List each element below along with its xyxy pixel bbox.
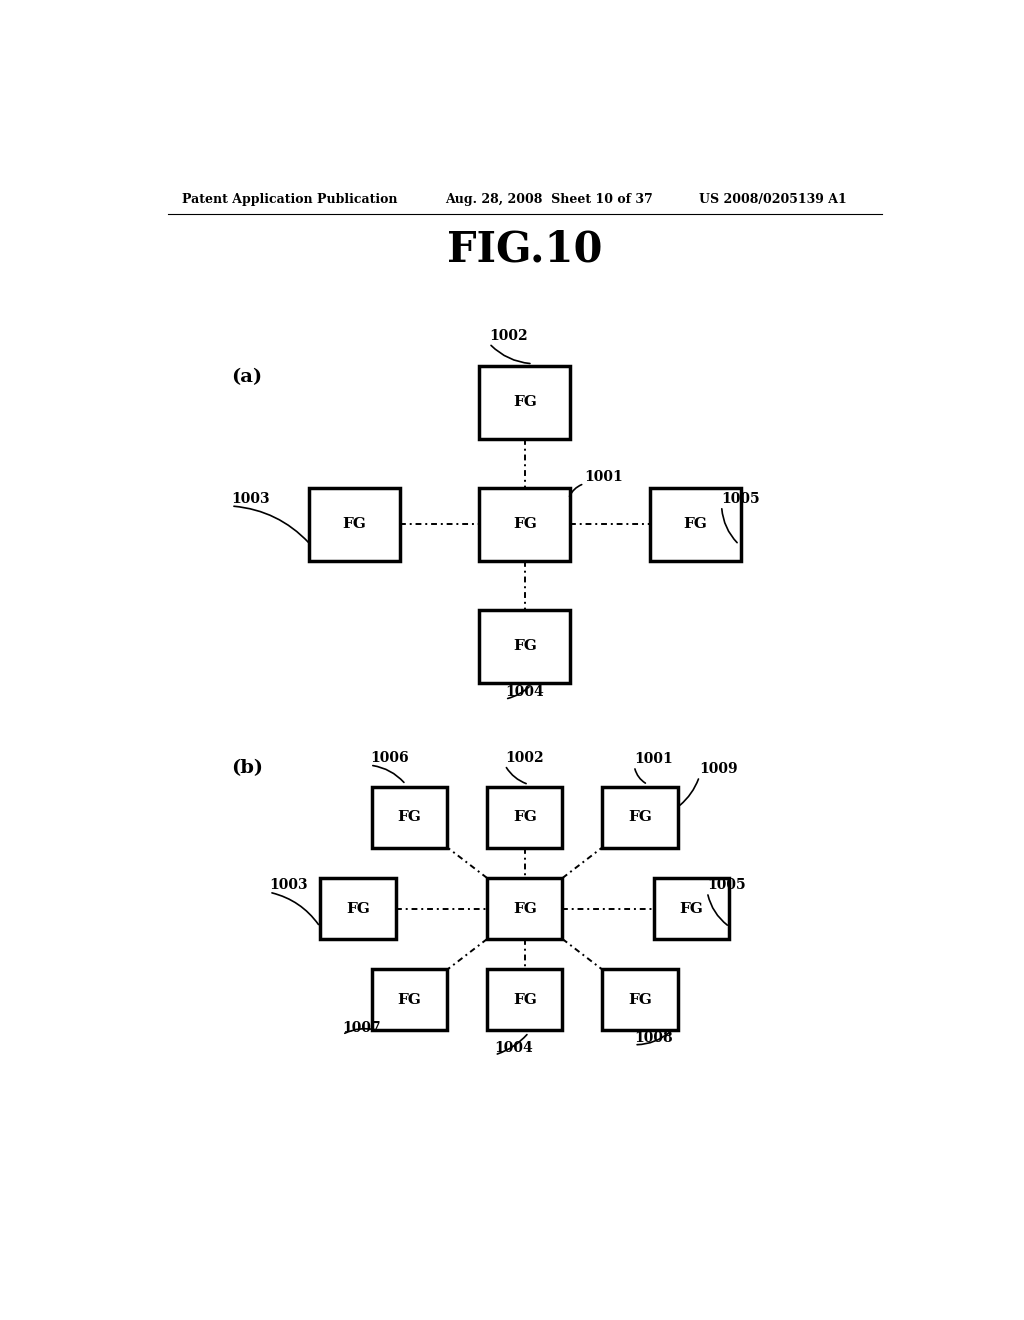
- Bar: [602, 969, 678, 1031]
- Text: 1003: 1003: [231, 492, 269, 506]
- Bar: [372, 969, 447, 1031]
- Bar: [487, 969, 562, 1031]
- Text: 1009: 1009: [699, 763, 738, 776]
- Text: FG: FG: [628, 993, 652, 1007]
- Text: FG: FG: [346, 902, 370, 916]
- Text: US 2008/0205139 A1: US 2008/0205139 A1: [699, 193, 847, 206]
- Text: FG: FG: [513, 810, 537, 824]
- Text: 1005: 1005: [722, 492, 760, 506]
- Text: 1008: 1008: [634, 1031, 673, 1044]
- Bar: [487, 878, 562, 939]
- Bar: [487, 787, 562, 847]
- Bar: [653, 878, 729, 939]
- Text: 1001: 1001: [585, 470, 623, 483]
- Text: 1003: 1003: [269, 878, 308, 892]
- Text: FG: FG: [513, 993, 537, 1007]
- Bar: [650, 487, 741, 561]
- Bar: [372, 787, 447, 847]
- Text: FG: FG: [628, 810, 652, 824]
- Text: 1004: 1004: [495, 1041, 534, 1055]
- Text: Aug. 28, 2008  Sheet 10 of 37: Aug. 28, 2008 Sheet 10 of 37: [445, 193, 653, 206]
- Text: FG: FG: [680, 902, 703, 916]
- Text: 1007: 1007: [342, 1020, 381, 1035]
- Text: Patent Application Publication: Patent Application Publication: [182, 193, 397, 206]
- Text: FG: FG: [513, 902, 537, 916]
- Text: FG: FG: [683, 517, 708, 532]
- Bar: [321, 878, 396, 939]
- Text: 1004: 1004: [505, 685, 544, 700]
- Text: 1002: 1002: [489, 330, 527, 343]
- Bar: [602, 787, 678, 847]
- Bar: [308, 487, 399, 561]
- Text: (a): (a): [231, 368, 262, 385]
- Text: FIG.10: FIG.10: [447, 228, 602, 271]
- Text: FG: FG: [397, 993, 422, 1007]
- Text: 1002: 1002: [505, 751, 544, 766]
- Text: FG: FG: [342, 517, 367, 532]
- Text: 1001: 1001: [634, 752, 673, 766]
- Text: 1006: 1006: [370, 751, 409, 766]
- Bar: [479, 610, 570, 682]
- Bar: [479, 487, 570, 561]
- Text: FG: FG: [513, 517, 537, 532]
- Text: FG: FG: [397, 810, 422, 824]
- Text: (b): (b): [231, 759, 263, 777]
- Text: FG: FG: [513, 639, 537, 653]
- Text: FG: FG: [513, 395, 537, 409]
- Text: 1005: 1005: [708, 878, 745, 892]
- Bar: [479, 366, 570, 440]
